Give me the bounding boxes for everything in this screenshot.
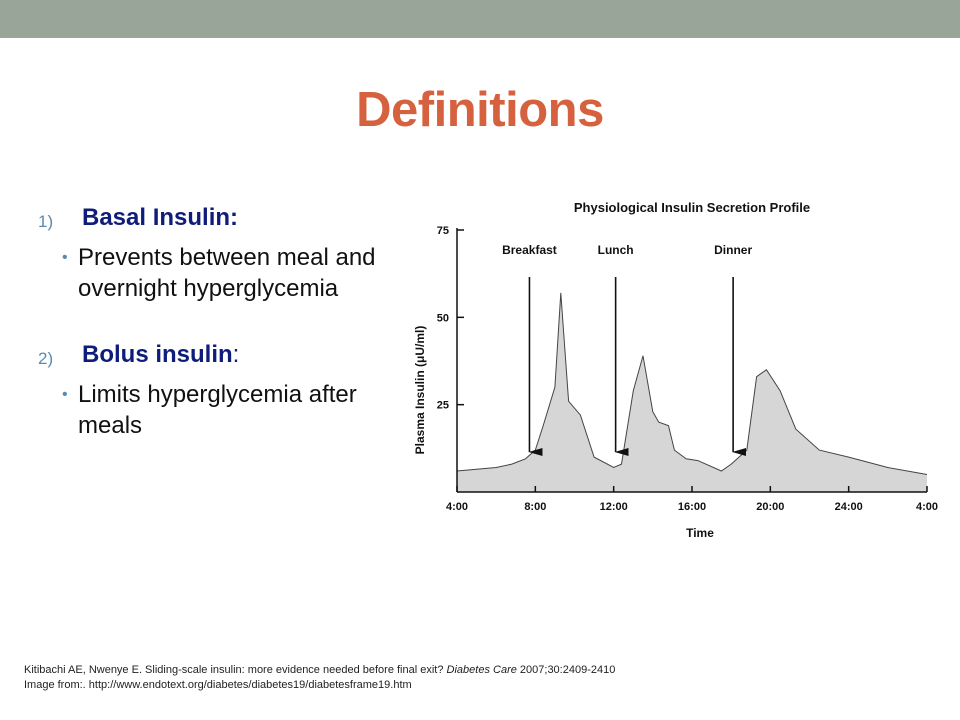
item-number: 1) (38, 212, 54, 231)
y-tick-label: 25 (437, 400, 449, 412)
x-tick-label: 12:00 (600, 501, 628, 513)
bullet-item: • Prevents between meal and overnight hy… (38, 242, 388, 304)
chart-x-axis-label: Time (686, 526, 714, 540)
footnote: Kitibachi AE, Nwenye E. Sliding-scale in… (24, 663, 615, 693)
item-heading-text: Bolus insulin (82, 341, 233, 368)
insulin-profile-line (456, 292, 928, 475)
item-heading-colon: : (232, 341, 240, 368)
item-number: 2) (38, 349, 54, 368)
x-tick-label: 16:00 (678, 501, 706, 513)
definitions-list: 1) Basal Insulin: • Prevents between mea… (38, 204, 388, 441)
bullet-text: Limits hyperglycemia after meals (78, 381, 357, 439)
citation-volume: 2007;30:2409-2410 (516, 664, 616, 676)
top-decorative-bar (0, 0, 960, 38)
bullet-dot-icon: • (62, 386, 68, 403)
insulin-secretion-chart: Physiological Insulin Secretion Profile … (413, 200, 938, 540)
citation-journal: Diabetes Care (446, 664, 517, 676)
bullet-text: Prevents between meal and overnight hype… (78, 244, 376, 302)
citation: Kitibachi AE, Nwenye E. Sliding-scale in… (24, 663, 615, 678)
meal-label: Breakfast (502, 243, 557, 257)
bullet-dot-icon: • (62, 249, 68, 266)
x-tick-label: 4:00 (916, 501, 938, 513)
meal-label: Lunch (598, 243, 634, 257)
x-tick-label: 24:00 (835, 501, 863, 513)
bullet-item: • Limits hyperglycemia after meals (38, 379, 388, 441)
citation-text: Kitibachi AE, Nwenye E. Sliding-scale in… (24, 664, 447, 676)
y-tick-label: 75 (437, 225, 449, 237)
chart-y-axis-label: Plasma Insulin (μU/ml) (413, 326, 427, 455)
y-tick-label: 50 (437, 312, 449, 324)
definition-item-bolus: 2) Bolus insulin: (38, 341, 388, 375)
item-heading: Basal Insulin: (82, 204, 239, 231)
insulin-profile-area (457, 292, 927, 492)
item-heading: Bolus insulin: (82, 341, 239, 368)
definition-item-basal: 1) Basal Insulin: (38, 204, 388, 238)
image-source: Image from:. http://www.endotext.org/dia… (24, 679, 412, 691)
chart-title: Physiological Insulin Secretion Profile (574, 200, 810, 215)
x-tick-label: 4:00 (446, 501, 468, 513)
meal-label: Dinner (714, 243, 752, 257)
slide-title: Definitions (356, 83, 604, 137)
x-tick-label: 8:00 (524, 501, 546, 513)
x-tick-label: 20:00 (756, 501, 784, 513)
